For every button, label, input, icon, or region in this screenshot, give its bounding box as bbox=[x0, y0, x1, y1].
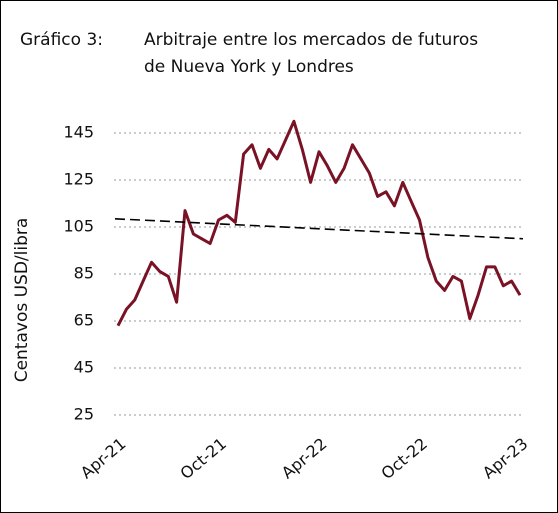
chart-title: Arbitraje entre los mercados de futuros bbox=[144, 30, 478, 50]
y-tick-label: 25 bbox=[74, 405, 94, 424]
y-tick-label: 45 bbox=[74, 358, 94, 377]
y-tick-label: 125 bbox=[63, 170, 94, 189]
y-axis-label: Centavos USD/libra bbox=[12, 218, 32, 383]
y-tick-label: 145 bbox=[63, 123, 94, 142]
y-tick-label: 105 bbox=[63, 217, 94, 236]
data-line bbox=[116, 119, 522, 327]
trend-line bbox=[114, 217, 524, 240]
y-tick-label: 85 bbox=[74, 264, 94, 283]
y-tick-label: 65 bbox=[74, 311, 94, 330]
chart-label: Gráfico 3: bbox=[20, 30, 103, 50]
chart-title: de Nueva York y Londres bbox=[144, 57, 354, 77]
